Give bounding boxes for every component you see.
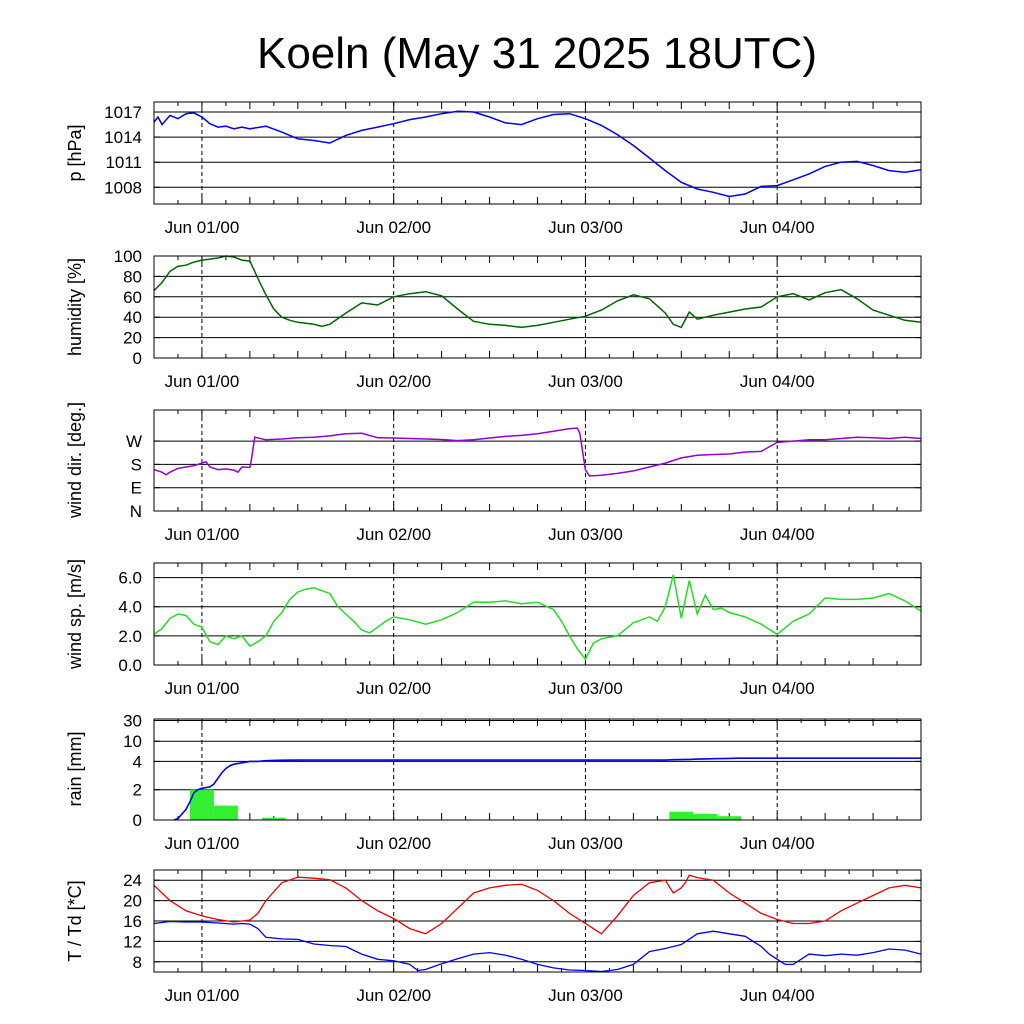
y-axis-label: p [hPa]: [65, 124, 85, 181]
rain-accumulated-line: [173, 757, 921, 821]
y-tick-label: 4.0: [118, 598, 142, 617]
x-tick-label: Jun 03/00: [548, 525, 623, 544]
rain-bar: [213, 805, 238, 820]
dewpoint-line: [153, 920, 922, 973]
y-tick-label: 1014: [104, 128, 142, 147]
x-tick-label: Jun 01/00: [165, 986, 240, 1005]
x-tick-label: Jun 01/00: [165, 834, 240, 853]
x-tick-label: Jun 03/00: [548, 986, 623, 1005]
panel-frame: [153, 409, 922, 512]
panel-frame: [153, 869, 922, 973]
x-tick-label: Jun 04/00: [740, 218, 815, 237]
x-tick-label: Jun 04/00: [740, 834, 815, 853]
y-tick-label: 12: [123, 932, 142, 951]
y-tick-label: S: [131, 455, 142, 474]
y-tick-label: 20: [123, 892, 142, 911]
y-tick-label: 1008: [104, 178, 142, 197]
y-axis-label: T / Td [*C]: [65, 880, 85, 961]
x-tick-label: Jun 03/00: [548, 679, 623, 698]
panel-frame: [153, 255, 922, 359]
y-tick-label: 1011: [105, 153, 142, 172]
y-tick-label: N: [130, 502, 142, 521]
panel-pressure: 1017 1014 1011 1008 Jun 01/00 Jun 02/00 Jun 03…: [65, 101, 922, 237]
y-tick-label: 30: [123, 712, 142, 731]
x-tick-label: Jun 04/00: [740, 525, 815, 544]
x-tick-label: Jun 02/00: [356, 372, 431, 391]
y-tick-label: 80: [123, 267, 142, 286]
x-tick-label: Jun 02/00: [356, 834, 431, 853]
x-tick-label: Jun 03/00: [548, 372, 623, 391]
panel-frame: [153, 718, 922, 821]
rain-bar: [717, 816, 742, 820]
rain-bar: [261, 817, 286, 820]
y-tick-label: 0.0: [118, 656, 142, 675]
y-tick-label: 10: [123, 732, 142, 751]
y-axis-label: humidity [%]: [65, 258, 85, 356]
x-tick-label: Jun 03/00: [548, 218, 623, 237]
y-tick-label: 6.0: [118, 569, 142, 588]
x-tick-label: Jun 04/00: [740, 372, 815, 391]
x-tick-label: Jun 01/00: [165, 372, 240, 391]
x-tick-label: Jun 02/00: [356, 525, 431, 544]
y-tick-label: W: [126, 432, 142, 451]
y-tick-label: 40: [123, 308, 142, 327]
y-tick-label: E: [131, 479, 142, 498]
rain-bar: [693, 813, 718, 820]
panel-frame: [153, 101, 922, 205]
x-tick-label: Jun 02/00: [356, 679, 431, 698]
x-tick-label: Jun 04/00: [740, 679, 815, 698]
y-axis-label: rain [mm]: [65, 731, 85, 806]
temperature-line: [153, 874, 922, 935]
chart-title: Koeln (May 31 2025 18UTC): [257, 29, 817, 78]
x-tick-label: Jun 01/00: [165, 218, 240, 237]
y-tick-label: 16: [123, 912, 142, 931]
pressure-line: [153, 110, 922, 198]
y-axis-label: wind dir. [deg.]: [65, 402, 85, 519]
y-tick-label: 1017: [104, 103, 142, 122]
x-tick-label: Jun 04/00: [740, 986, 815, 1005]
y-tick-label: 8: [133, 953, 142, 972]
y-tick-label: 24: [123, 871, 142, 890]
y-tick-label: 20: [123, 329, 142, 348]
x-tick-label: Jun 01/00: [165, 679, 240, 698]
rain-bar: [189, 789, 214, 820]
y-tick-label: 2: [133, 781, 142, 800]
y-tick-label: 100: [114, 247, 142, 266]
y-tick-label: 2.0: [118, 627, 142, 646]
x-tick-label: Jun 02/00: [356, 218, 431, 237]
panel-wind_speed: 6.0 4.0 2.0 0.0 Jun 01/00 Jun 02/00 Jun 03/00 J…: [65, 559, 922, 698]
x-tick-label: Jun 03/00: [548, 834, 623, 853]
rain-bar: [669, 811, 694, 820]
y-tick-label: 0: [133, 811, 142, 830]
y-tick-label: 60: [123, 288, 142, 307]
wind_dir-line: [153, 427, 922, 477]
x-tick-label: Jun 02/00: [356, 986, 431, 1005]
panel-frame: [153, 562, 922, 666]
wind_speed-line: [153, 574, 922, 661]
y-axis-label: wind sp. [m/s]: [65, 559, 85, 670]
y-tick-label: 0: [133, 349, 142, 368]
x-tick-label: Jun 01/00: [165, 525, 240, 544]
y-tick-label: 4: [133, 752, 142, 771]
humidity-line: [153, 255, 922, 329]
